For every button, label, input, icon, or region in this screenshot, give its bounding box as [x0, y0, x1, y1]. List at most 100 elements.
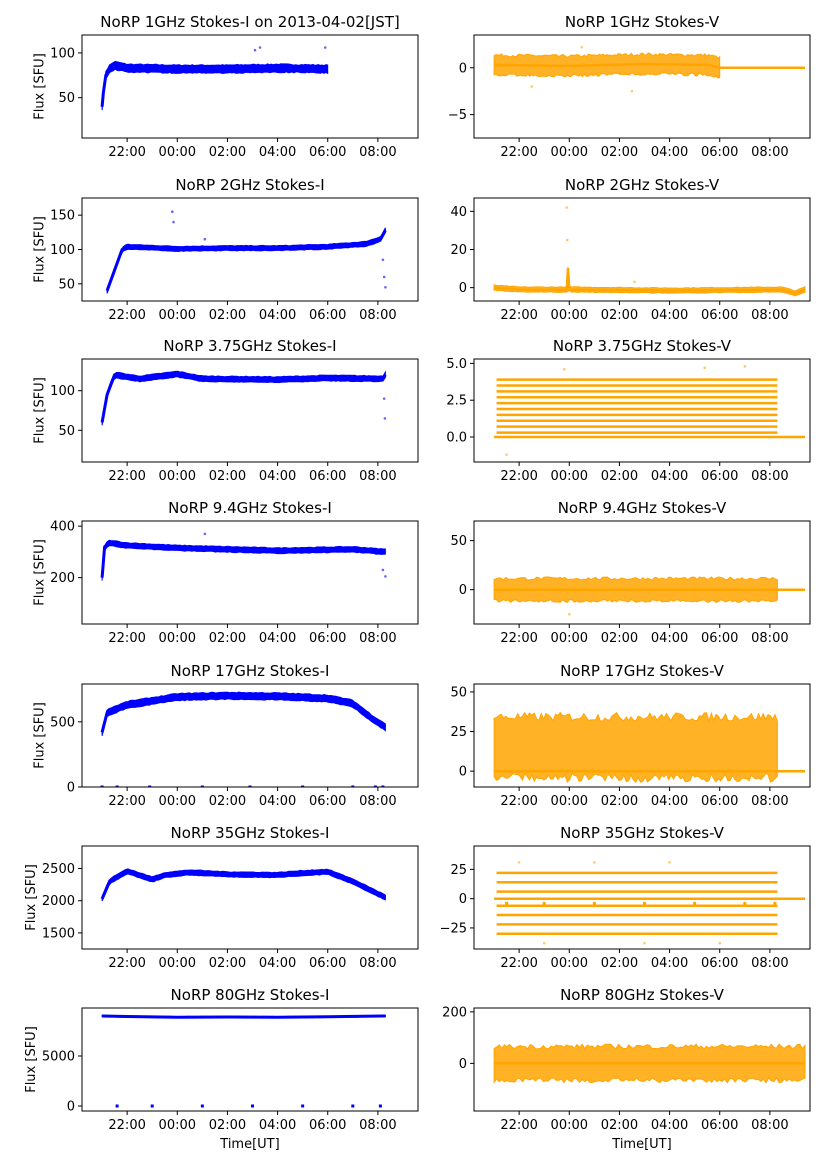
series-line [100, 64, 328, 107]
panel-9_4GHz-stokes-i: 22:00 00:00 02:00 04:00 06:00 08:00 200 400 NoRP… [32, 499, 419, 646]
x-tick-label: 02:00 [209, 1118, 246, 1133]
y-tick-label: 0 [459, 765, 467, 780]
outlier-point-0 [567, 612, 571, 616]
x-tick-label: 08:00 [359, 145, 396, 160]
plot-area [494, 365, 805, 456]
y-tick-label: 2000 [42, 894, 75, 909]
outlier-point-1 [593, 861, 596, 864]
outlier-point-3 [381, 258, 385, 262]
x-tick-label: 02:00 [601, 1118, 638, 1133]
x-tick-label: 02:00 [209, 469, 246, 484]
y-axis-label: Flux [SFU] [32, 539, 47, 606]
outlier-point-2 [203, 237, 207, 241]
outlier-point-5 [384, 285, 387, 289]
x-tick-label: 22:00 [500, 956, 537, 971]
x-tick-label: 02:00 [601, 794, 638, 809]
panel-title: NoRP 9.4GHz Stokes-V [558, 499, 727, 517]
outlier-point-0 [530, 85, 533, 88]
x-tick-label: 00:00 [551, 631, 588, 646]
x-tick-label: 02:00 [209, 956, 246, 971]
dropout-point-2 [592, 901, 596, 905]
panel-3_75GHz-stokes-i: 22:00 00:00 02:00 04:00 06:00 08:00 50 100 NoRP … [32, 337, 419, 484]
series-line [105, 229, 387, 292]
x-tick-label: 06:00 [309, 1118, 346, 1133]
y-tick-label: 0 [67, 1100, 75, 1115]
x-tick-label: 06:00 [701, 956, 738, 971]
x-tick-label: 06:00 [309, 956, 346, 971]
outlier-point-4 [643, 941, 646, 945]
y-tick-label: −25 [440, 921, 467, 936]
dropout-point-4 [301, 1104, 305, 1108]
x-tick-label: 02:00 [209, 631, 246, 646]
y-tick-label: −5 [448, 108, 467, 123]
dropout-point-4 [248, 785, 252, 787]
x-tick-label: 02:00 [601, 631, 638, 646]
x-axis-label: Time[UT] [219, 1137, 279, 1152]
x-tick-label: 22:00 [108, 469, 145, 484]
x-tick-label: 02:00 [601, 145, 638, 160]
dropout-point-0 [505, 901, 509, 905]
series-band [106, 227, 386, 294]
series-line [100, 372, 387, 423]
outlier-point-0 [562, 368, 566, 371]
axes-frame [81, 845, 419, 950]
y-axis-label: Flux [SFU] [24, 1026, 39, 1093]
x-tick-label: 02:00 [601, 469, 638, 484]
plot-area [494, 861, 805, 945]
axes-frame [81, 1007, 419, 1112]
dropout-point-5 [301, 785, 305, 787]
axes-frame [81, 358, 419, 463]
x-tick-label: 02:00 [601, 956, 638, 971]
dropout-point-5 [351, 1104, 355, 1108]
x-tick-label: 04:00 [259, 956, 296, 971]
x-tick-label: 00:00 [159, 308, 196, 323]
x-tick-label: 08:00 [359, 794, 396, 809]
dropout-point-4 [693, 901, 697, 905]
x-tick-label: 04:00 [259, 1118, 296, 1133]
panel-title: NoRP 9.4GHz Stokes-I [168, 499, 332, 517]
y-tick-label: 200 [50, 571, 75, 586]
plot-area [105, 210, 387, 294]
y-axis-label: Flux [SFU] [24, 864, 39, 931]
y-tick-label: 20 [450, 243, 467, 258]
y-tick-label: 400 [50, 520, 75, 535]
outlier-point-5 [718, 941, 722, 945]
axes-frame [81, 520, 419, 625]
x-tick-label: 22:00 [500, 794, 537, 809]
x-tick-label: 00:00 [159, 794, 196, 809]
y-tick-label: 0 [67, 781, 75, 796]
x-tick-label: 08:00 [359, 308, 396, 323]
x-tick-label: 04:00 [259, 631, 296, 646]
outlier-point-2 [323, 46, 327, 49]
panel-title: NoRP 1GHz Stokes-I on 2013-04-02[JST] [100, 13, 400, 31]
outlier-point-0 [253, 48, 257, 52]
y-tick-label: 1500 [42, 926, 75, 941]
x-tick-label: 08:00 [751, 956, 788, 971]
x-tick-label: 22:00 [500, 1118, 537, 1133]
panel-2GHz-stokes-v: 22:00 00:00 02:00 04:00 06:00 08:00 0 20 40 NoRP … [450, 176, 811, 323]
dropout-point-0 [115, 1104, 119, 1108]
x-tick-label: 04:00 [651, 631, 688, 646]
y-tick-label: 40 [450, 205, 467, 220]
outlier-point-2 [668, 861, 671, 864]
dropout-point-2 [200, 1104, 204, 1108]
x-tick-label: 08:00 [359, 631, 396, 646]
dropout-point-6 [351, 785, 355, 787]
y-tick-label: 0 [459, 583, 467, 598]
series-line [100, 694, 387, 733]
outlier-point-2 [630, 89, 634, 93]
panel-35GHz-stokes-v: 22:00 00:00 02:00 04:00 06:00 08:00 −25 0 25 NoRP… [440, 824, 811, 971]
x-tick-label: 04:00 [651, 1118, 688, 1133]
x-tick-label: 00:00 [159, 956, 196, 971]
panel-title: NoRP 3.75GHz Stokes-I [163, 337, 336, 355]
dropout-point-3 [643, 901, 647, 905]
axes-frame [473, 197, 811, 302]
x-tick-label: 08:00 [751, 145, 788, 160]
outlier-point-0 [203, 532, 207, 536]
x-tick-label: 00:00 [159, 145, 196, 160]
x-tick-label: 22:00 [108, 1118, 145, 1133]
y-tick-label: 100 [50, 46, 75, 61]
y-axis-label: Flux [SFU] [32, 377, 47, 444]
panel-title: NoRP 80GHz Stokes-V [560, 986, 725, 1004]
x-tick-label: 08:00 [751, 631, 788, 646]
